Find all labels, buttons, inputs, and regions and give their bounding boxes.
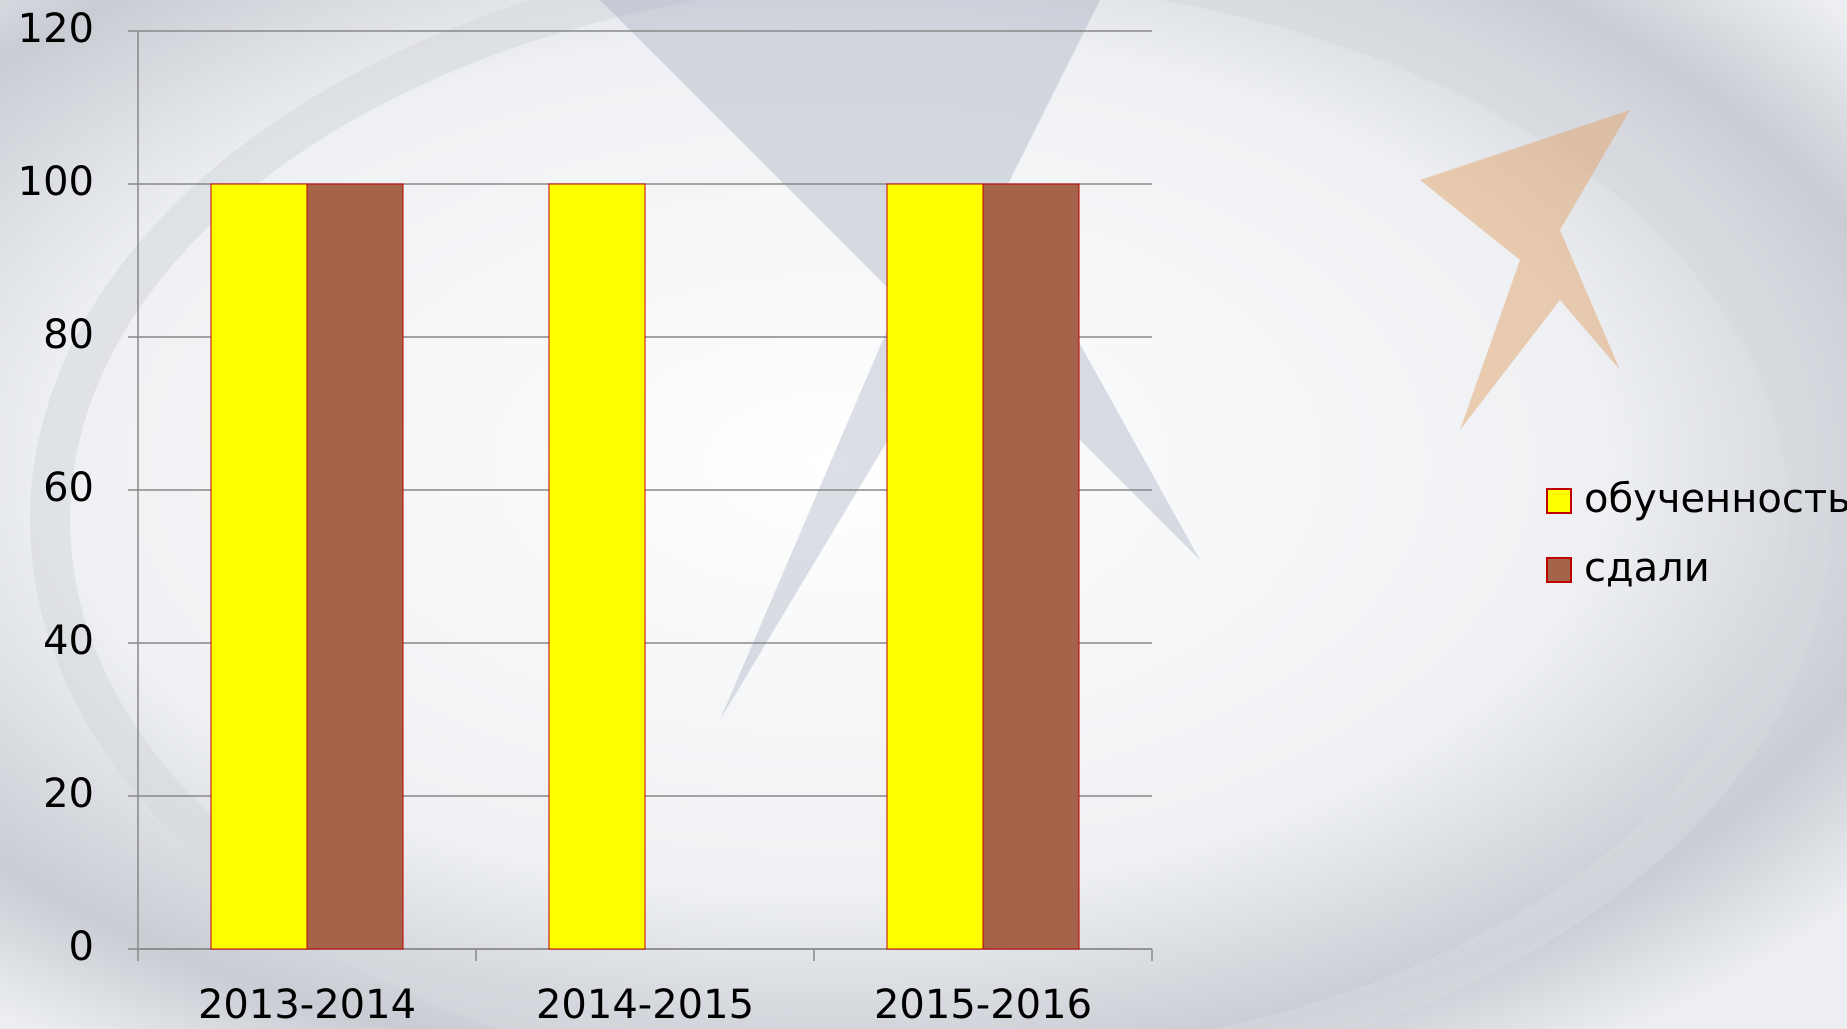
- y-tick-label: 100: [18, 159, 94, 205]
- y-tick-label: 120: [18, 6, 94, 52]
- bar: [211, 184, 307, 949]
- chart: 0 20 40 60 80 100 120 2013-2014 2014-2015 2015-20…: [0, 0, 1847, 1029]
- x-tick-label: 2015-2016: [874, 982, 1092, 1028]
- bar: [983, 184, 1079, 949]
- bar: [549, 184, 645, 949]
- legend-label: обученность: [1584, 476, 1847, 522]
- y-tick-label: 60: [43, 465, 94, 511]
- bar: [307, 184, 403, 949]
- y-tick-label: 80: [43, 312, 94, 358]
- x-tick-label: 2013-2014: [198, 982, 416, 1028]
- y-tick-label: 20: [43, 771, 94, 817]
- x-tick-label: 2014-2015: [536, 982, 754, 1028]
- y-tick-label: 40: [43, 618, 94, 664]
- y-tick-label: 0: [69, 924, 94, 970]
- bar: [887, 184, 983, 949]
- legend-swatch: [1547, 558, 1571, 582]
- legend-label: сдали: [1584, 545, 1710, 591]
- legend-swatch: [1547, 489, 1571, 513]
